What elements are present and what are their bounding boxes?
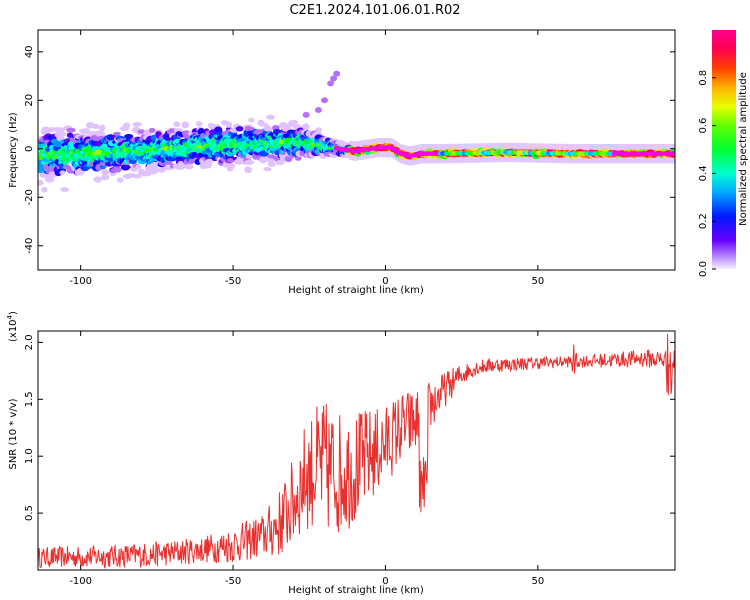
spectrogram-cell (173, 121, 181, 128)
spectrogram-cell (66, 127, 76, 133)
spectrogram-outlier (330, 75, 338, 82)
snr-y-tick-label: 1.0 (24, 448, 35, 464)
spectrogram-y-tick-label: -40 (24, 238, 35, 254)
spectrogram-cell (55, 127, 65, 133)
spectrogram-cell (114, 166, 122, 173)
spectrogram-x-tick-label: 50 (531, 276, 544, 287)
spectrogram-cell (263, 166, 272, 172)
snr-series-line (38, 333, 675, 569)
figure-title: C2E1.2024.101.06.01.R02 (289, 3, 460, 18)
spectrogram-cell (203, 161, 212, 169)
colorbar-tick-label: 0.4 (698, 165, 709, 181)
spectrogram-cell (315, 127, 322, 134)
snr-y-tick-label: 0.5 (24, 505, 35, 521)
spectrogram-y-tick-label: 20 (24, 94, 35, 107)
spectrogram-cell (93, 176, 102, 183)
spectrogram-cell (97, 130, 105, 136)
spectrogram-cell (267, 161, 276, 167)
spectrogram-cell (225, 121, 233, 128)
colorbar-tick-label: 0.6 (698, 118, 709, 134)
spectrogram-cell (98, 124, 106, 132)
spectrogram-cell (38, 179, 44, 186)
snr-y-tick-label: 1.5 (24, 391, 35, 407)
spectrogram-cell (163, 160, 173, 166)
snr-panel: -100 -50 0 50 0.5 1.0 1.5 2.0 Height of straig… (6, 311, 676, 596)
spectrogram-x-tick-label: 0 (382, 276, 388, 287)
snr-x-tick-label: -50 (225, 576, 241, 587)
spectrogram-cell (672, 151, 675, 156)
spectrogram-cell (244, 159, 255, 166)
spectrogram-cell (122, 165, 131, 170)
spectrogram-cell (205, 158, 215, 163)
spectrogram-y-tick-label: -20 (24, 189, 35, 205)
colorbar-tick-label: 0.8 (698, 70, 709, 86)
spectrogram-cell (181, 121, 190, 129)
snr-y-tick-label: 2.0 (24, 334, 35, 350)
spectrogram-outlier (302, 111, 310, 118)
spectrogram-cell (66, 132, 74, 139)
spectrogram-cell (45, 176, 55, 183)
spectrogram-cell (244, 166, 252, 174)
spectrogram-cell (101, 169, 110, 176)
colorbar: 0.0 0.2 0.4 0.6 0.8 Normalized spectral ampl… (698, 30, 749, 277)
snr-x-tick-label: -100 (69, 576, 92, 587)
spectrogram-cell (58, 131, 67, 137)
spectrogram-cell (101, 174, 110, 181)
spectrogram-cell (302, 123, 310, 131)
spectrogram-cell (228, 163, 236, 169)
spectrogram-cell (60, 187, 70, 192)
spectrogram-y-tick-label: 0 (24, 146, 35, 152)
spectrogram-cell (185, 163, 194, 170)
spectrogram-cell (91, 123, 100, 130)
snr-y-multiplier: (x104) (6, 311, 19, 342)
spectrogram-outlier (333, 70, 341, 77)
spectrogram-cell (188, 158, 195, 164)
spectrogram-cell (278, 122, 288, 129)
spectrogram-cell (195, 121, 203, 127)
spectrogram-cell (132, 174, 142, 179)
spectrogram-x-axis-label: Height of straight line (km) (288, 285, 424, 296)
spectrogram-cell (132, 122, 142, 127)
snr-y-axis-label: SNR (10 * v/v) (8, 398, 19, 469)
spectrogram-cell (59, 170, 66, 175)
spectrogram-cell (266, 114, 275, 120)
spectrogram-cell (289, 119, 299, 125)
spectrogram-outlier (327, 80, 335, 87)
snr-x-axis-label: Height of straight line (km) (288, 585, 424, 596)
snr-x-tick-label: 0 (382, 576, 388, 587)
spectrogram-cell (294, 156, 302, 161)
spectrogram-outlier (320, 97, 328, 104)
spectrogram-panel: -100 -50 0 50 -40 -20 0 20 40 Height of straigh… (8, 29, 676, 296)
spectrogram-cell (113, 131, 121, 136)
spectrogram-frame (37, 29, 676, 271)
spectrogram-y-axis-label: Frequency (Hz) (8, 112, 19, 188)
spectrogram-x-tick-label: -100 (69, 276, 92, 287)
spectrogram-cell (235, 126, 244, 132)
spectrogram-cell (226, 166, 234, 172)
colorbar-tick-label: 0.2 (698, 213, 709, 229)
spectrogram-cell (148, 127, 156, 133)
spectrogram-x-tick-label: -50 (225, 276, 241, 287)
colorbar-label: Normalized spectral amplitude (738, 72, 749, 226)
spectrogram-cell (116, 177, 124, 183)
spectrogram-cell (263, 126, 274, 132)
spectrogram-cell (122, 122, 131, 129)
spectrogram-cell (135, 164, 142, 170)
spectrogram-cell (150, 167, 161, 173)
spectrogram-cell (260, 156, 269, 162)
colorbar-gradient (712, 30, 736, 269)
spectrogram-cell (81, 128, 91, 135)
spectrogram-y-tick-label: 40 (24, 45, 35, 58)
spectrogram-cell (248, 117, 255, 123)
snr-x-tick-label: 50 (531, 576, 544, 587)
spectrogram-cell (41, 186, 48, 193)
spectrogram-outlier (314, 107, 322, 113)
snr-frame (37, 330, 676, 571)
colorbar-tick-label: 0.0 (698, 261, 709, 277)
